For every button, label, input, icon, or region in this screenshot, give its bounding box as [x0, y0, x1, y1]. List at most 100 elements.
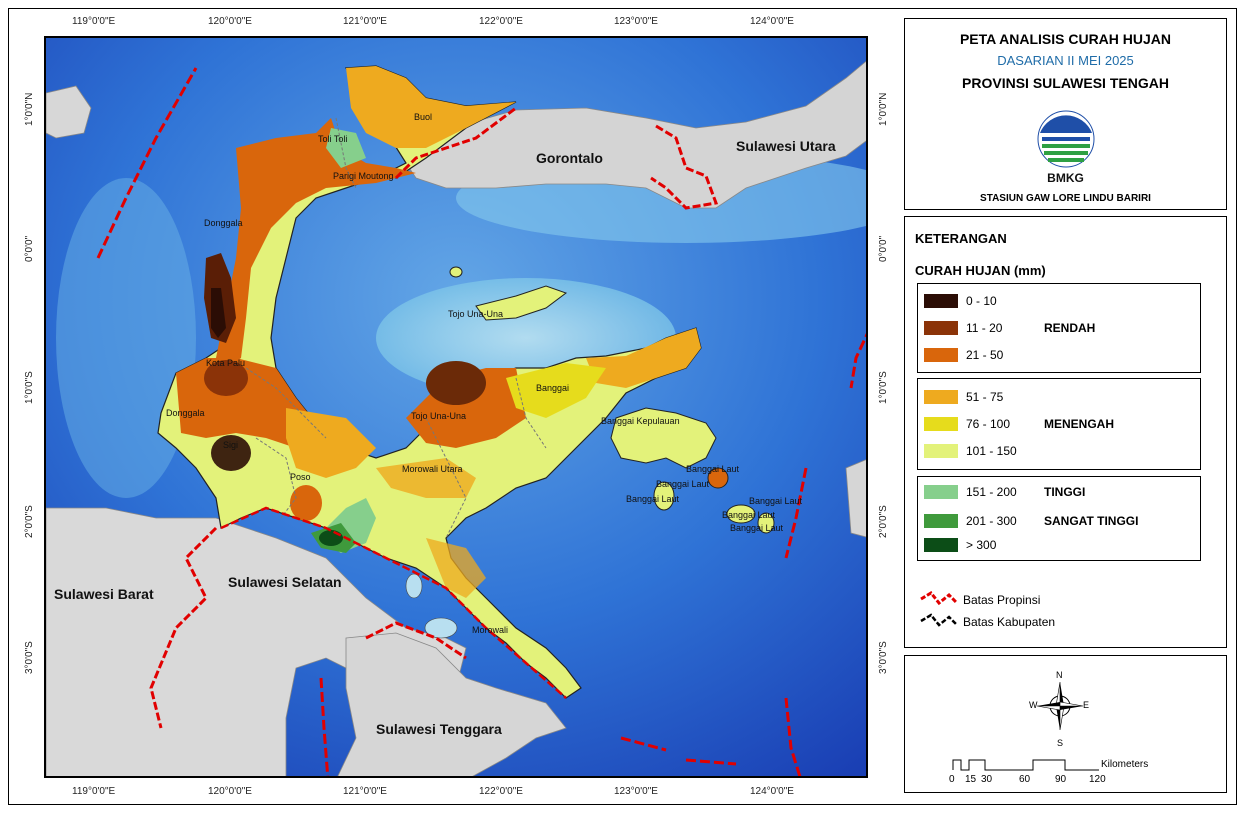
prov-boundary-legend-icon: [920, 591, 959, 606]
label-poso: Poso: [290, 472, 311, 482]
map-svg: [46, 38, 866, 776]
legend-panel: KETERANGAN CURAH HUJAN (mm) 0 - 10 11 - …: [904, 216, 1227, 648]
kab-boundary-4: [425, 417, 467, 539]
map-period: DASARIAN II MEI 2025: [997, 53, 1134, 68]
scale-tick: 120: [1089, 774, 1106, 785]
swatch-51-75: [924, 390, 958, 404]
legend-item: 201 - 300: [924, 514, 1017, 528]
swatch-21-50: [924, 348, 958, 362]
legend-rain-heading: CURAH HUJAN (mm): [915, 263, 1046, 278]
prov-boundary-sea-s: [319, 677, 330, 776]
class-tinggi: TINGGI: [1044, 485, 1086, 499]
prov-boundary-sea-se: [620, 736, 667, 752]
zone-brown-tojo: [426, 361, 486, 405]
label-banggai: Banggai: [536, 383, 570, 393]
station-name: STASIUN GAW LORE LINDU BARIRI: [980, 193, 1151, 204]
map-title: PETA ANALISIS CURAH HUJAN: [959, 31, 1172, 47]
north-arrow-icon: [1036, 681, 1084, 731]
kab-boundary-3: [255, 437, 297, 519]
map-canvas[interactable]: Gorontalo Sulawesi Utara Sulawesi Barat …: [44, 36, 868, 778]
label-kota-palu: Kota Palu: [206, 358, 246, 368]
label-donggala: Donggala: [166, 408, 205, 418]
scale-bar: [952, 759, 1099, 771]
legend-group-menengah: 51 - 75 76 - 100 101 - 150 MENENGAH: [917, 378, 1201, 470]
prov-boundary-northeast: [650, 124, 719, 210]
class-rendah: RENDAH: [1044, 321, 1096, 335]
legend-label: > 300: [966, 538, 997, 552]
zone-darkest-sigi: [211, 435, 251, 471]
prov-boundary-gorontalo: [394, 106, 517, 180]
tick-top-123: 123°0'0"E: [614, 16, 658, 27]
label-tojo-una-una: Tojo Una-Una: [411, 411, 467, 421]
tick-right-0: 0°0'0": [878, 235, 889, 262]
legend-group-tinggi: 151 - 200 201 - 300 > 300 TINGGI SANGAT …: [917, 476, 1201, 561]
label-banggai-laut-1: Banggai Laut: [686, 464, 740, 474]
tick-left-2s: 2°0'0"S: [24, 505, 35, 538]
tick-right-3s: 3°0'0"S: [878, 641, 889, 674]
tick-bottom-120: 120°0'0"E: [208, 786, 252, 797]
scale-tick: 15: [965, 774, 977, 785]
legend-heading: KETERANGAN: [915, 231, 1007, 246]
scale-tick: 0: [949, 774, 955, 785]
zone-orange-buol: [346, 66, 516, 148]
legend-label: 11 - 20: [966, 321, 1003, 335]
swatch-101-150: [924, 444, 958, 458]
land-southeast: [337, 632, 567, 776]
tick-top-124: 124°0'0"E: [750, 16, 794, 27]
label-banggai-kepulauan: Banggai Kepulauan: [601, 416, 680, 426]
legend-item: 11 - 20: [924, 321, 1002, 335]
compass-w: W: [1029, 700, 1038, 710]
kab-boundary-1: [335, 117, 357, 189]
tick-top-121: 121°0'0"E: [343, 16, 387, 27]
island-banggai-laut-2: [653, 481, 675, 511]
legend-label: 151 - 200: [966, 485, 1017, 499]
prov-boundary-sea-far-e: [849, 333, 866, 389]
label-tolitoli: Toli Toli: [318, 134, 348, 144]
tick-left-1n: 1°0'0"N: [24, 92, 35, 126]
tick-top-122: 122°0'0"E: [479, 16, 523, 27]
label-morowali-utara: Morowali Utara: [402, 464, 463, 474]
island-banggai-kepulauan: [610, 407, 717, 469]
tick-left-1s: 1°0'0"S: [24, 371, 35, 404]
land-north-arm-gorontalo: [395, 60, 866, 209]
label-banggai-laut-6: Banggai Laut: [730, 523, 784, 533]
class-menengah: MENENGAH: [1044, 417, 1115, 431]
legend-item: 51 - 75: [924, 390, 1003, 404]
legend-item: 21 - 50: [924, 348, 1003, 362]
prov-boundary-sea-se3: [784, 697, 802, 776]
prov-boundary-sea-nw: [96, 67, 198, 259]
kab-boundary-5: [515, 377, 547, 449]
legend-label: 0 - 10: [966, 294, 997, 308]
map-frame: [8, 8, 1237, 805]
legend-item: 101 - 150: [924, 444, 1017, 458]
lake-matano: [424, 617, 458, 639]
zone-orange-central: [286, 408, 376, 478]
swatch-over-300: [924, 538, 958, 552]
zone-brown-poso: [290, 485, 322, 521]
island-banggai-laut-1: [707, 467, 729, 489]
label-sulawesi-barat: Sulawesi Barat: [54, 586, 154, 602]
legend-label: 201 - 300: [966, 514, 1017, 528]
prov-boundary-south: [220, 506, 567, 699]
lake-poso: [405, 573, 423, 599]
zone-brown-palu-valley: [204, 360, 248, 396]
tick-left-3s: 3°0'0"S: [24, 641, 35, 674]
label-banggai-laut-3: Banggai Laut: [626, 494, 680, 504]
swatch-11-20: [924, 321, 958, 335]
tick-bottom-123: 123°0'0"E: [614, 786, 658, 797]
map-province: PROVINSI SULAWESI TENGAH: [962, 75, 1169, 91]
label-morowali: Morowali: [472, 625, 509, 635]
zone-deepgreen-poso: [319, 530, 343, 546]
tick-top-119: 119°0'0"E: [72, 16, 116, 27]
legend-item: > 300: [924, 538, 996, 552]
tick-top-120: 120°0'0"E: [208, 16, 252, 27]
prov-boundary-sea-e: [784, 467, 808, 559]
kab-boundary-legend-icon: [920, 613, 958, 627]
zone-darkest-palu: [211, 288, 226, 338]
swatch-201-300: [924, 514, 958, 528]
zone-yellow-banggai: [506, 363, 606, 418]
legend-prov-boundary: Batas Propinsi: [963, 593, 1041, 607]
label-gorontalo: Gorontalo: [536, 150, 603, 166]
island-togean: [475, 285, 568, 321]
tick-right-2s: 2°0'0"S: [878, 505, 889, 538]
